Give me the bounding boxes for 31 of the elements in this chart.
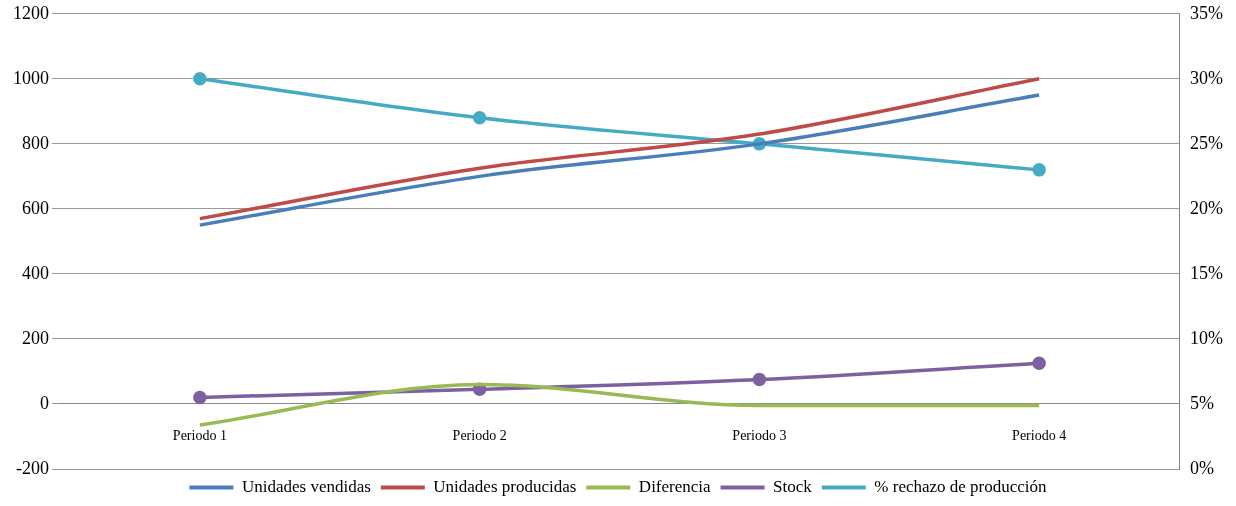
- y2-tick-label: 0%: [1190, 457, 1215, 478]
- y-tick-label: 1000: [13, 67, 49, 88]
- y2-tick-label: 30%: [1190, 67, 1224, 88]
- point: [193, 72, 207, 86]
- x-tick-label: Periodo 4: [1012, 428, 1067, 444]
- x-tick-label: Periodo 2: [452, 428, 507, 444]
- point: [193, 390, 207, 405]
- legend-label: Diferencia: [638, 476, 712, 496]
- point: [1032, 356, 1046, 371]
- y2-tick-label: 15%: [1190, 262, 1224, 283]
- point: [752, 372, 767, 387]
- x-tick-label: Periodo 1: [172, 428, 227, 444]
- point: [472, 111, 487, 125]
- y-tick-label: 1200: [13, 2, 49, 23]
- y-tick-label: 400: [22, 262, 49, 283]
- legend-label: Unidades vendidas: [241, 476, 371, 496]
- y2-tick-label: 10%: [1190, 327, 1224, 348]
- y2-tick-label: 35%: [1190, 2, 1224, 23]
- point: [1032, 163, 1046, 177]
- y-tick-label: 0: [40, 392, 49, 413]
- y-tick-label: 800: [22, 132, 49, 153]
- y-tick-label: 200: [22, 327, 49, 348]
- y2-tick-label: 20%: [1190, 197, 1224, 218]
- y-tick-label: -200: [16, 457, 49, 478]
- legend-label: Unidades producidas: [433, 476, 577, 496]
- legend-label: % rechazo de producción: [874, 476, 1048, 496]
- x-tick-label: Periodo 3: [732, 428, 787, 444]
- y2-tick-label: 5%: [1190, 392, 1215, 413]
- legend-label: Stock: [773, 476, 813, 496]
- y2-tick-label: 25%: [1190, 132, 1224, 153]
- y-tick-label: 600: [22, 197, 49, 218]
